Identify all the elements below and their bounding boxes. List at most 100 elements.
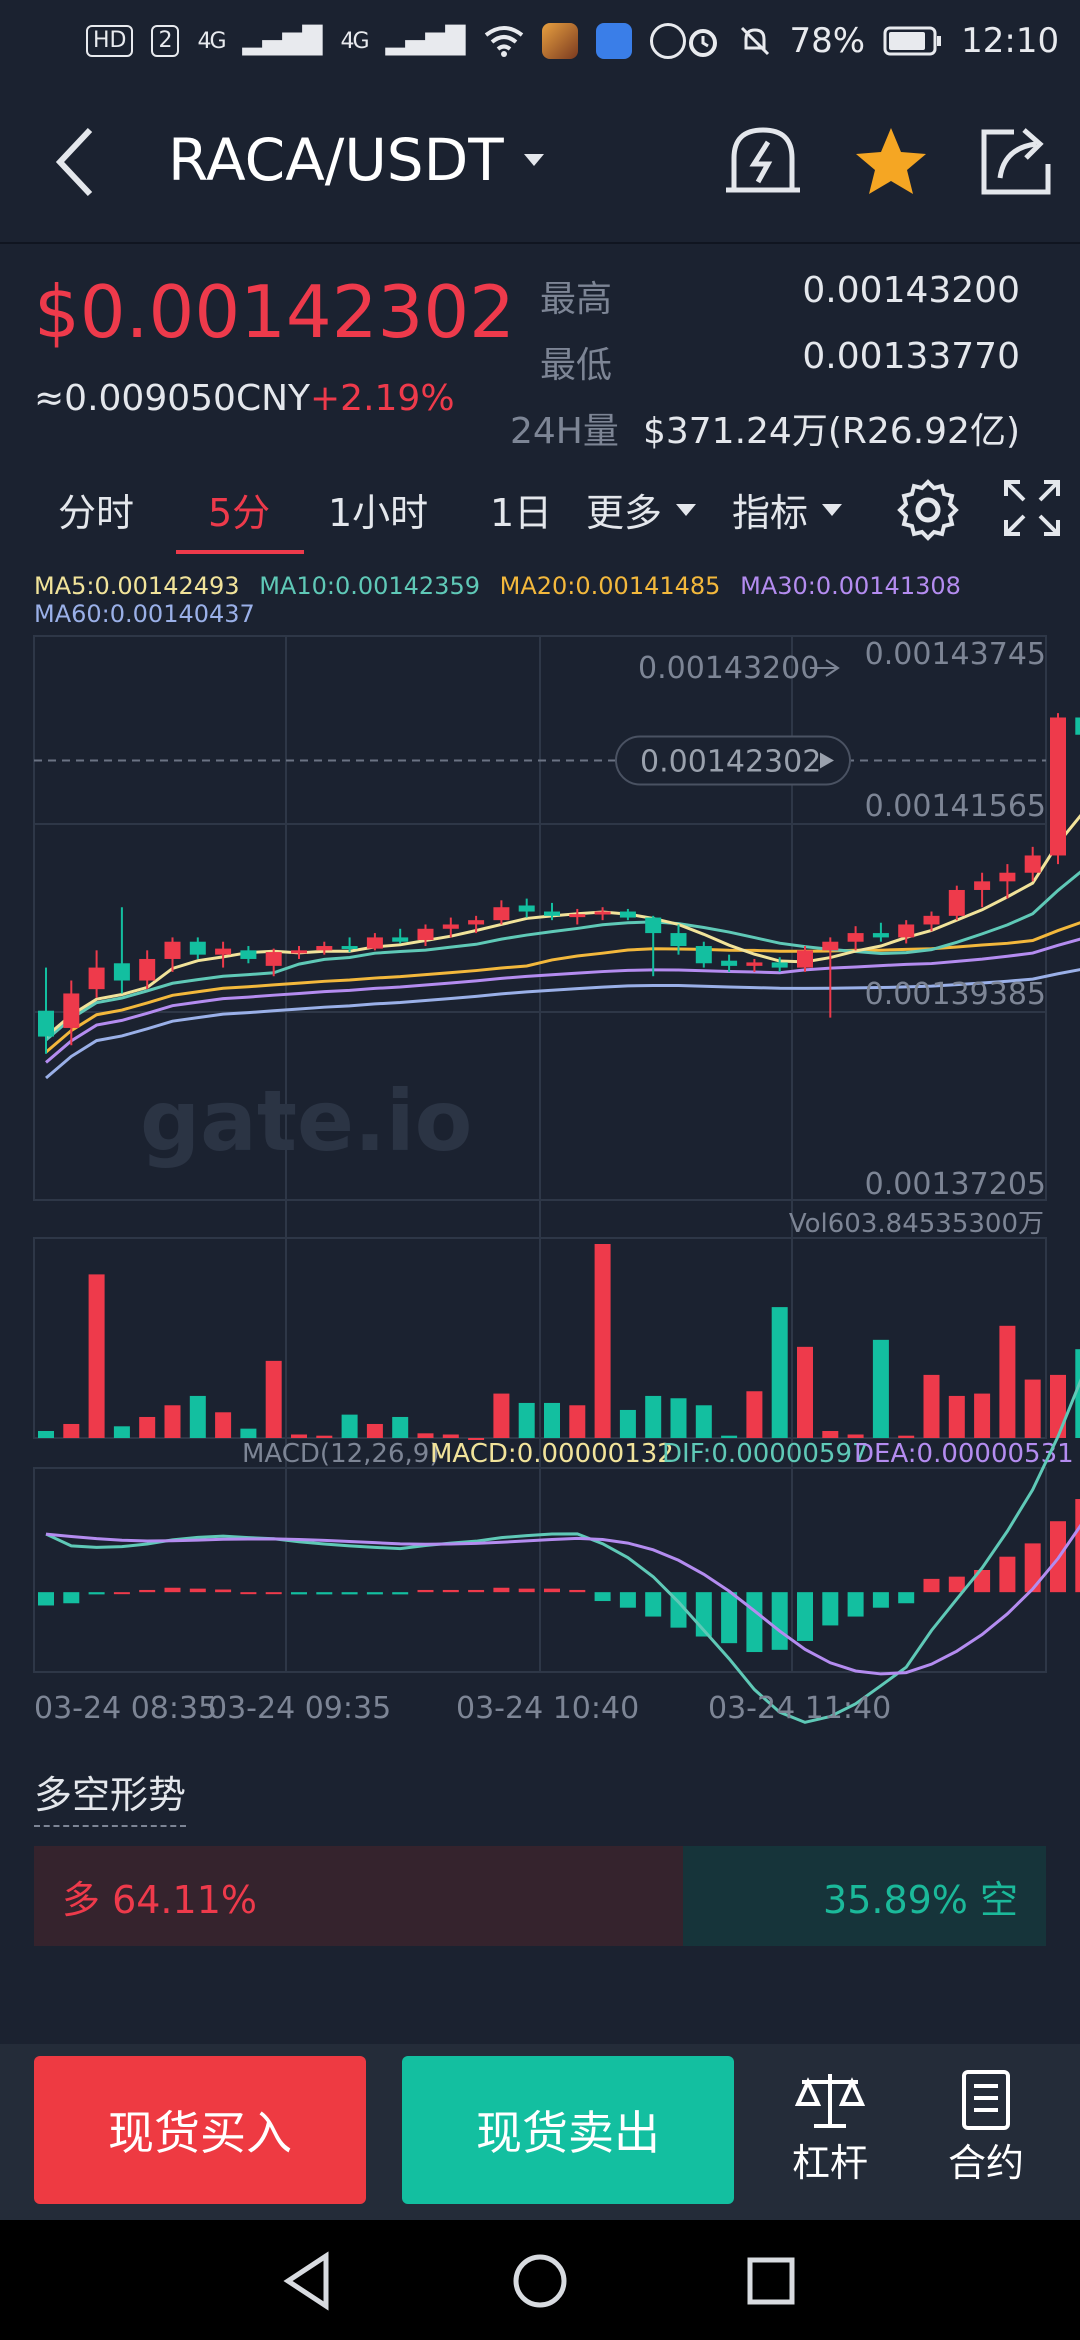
volume-bar xyxy=(215,1412,232,1438)
macd-bar xyxy=(417,1589,434,1593)
macd-bar xyxy=(38,1592,54,1606)
star-icon[interactable] xyxy=(848,118,934,204)
candle-body xyxy=(746,962,763,966)
candle-body xyxy=(518,905,535,912)
volume-bar xyxy=(544,1402,560,1438)
volume-bar xyxy=(139,1416,156,1438)
candle-body xyxy=(948,889,965,916)
volume-bar xyxy=(366,1423,383,1438)
macd-bar xyxy=(721,1592,738,1644)
pair-selector[interactable]: RACA/USDT xyxy=(168,126,544,194)
chart-grid xyxy=(33,635,1047,1673)
macd-bar xyxy=(898,1592,915,1604)
tab-1day[interactable]: 1日 xyxy=(490,491,553,535)
share-icon[interactable] xyxy=(974,118,1060,204)
tab-more[interactable]: 更多 xyxy=(586,482,697,537)
candle-body xyxy=(594,911,611,915)
candle-body xyxy=(974,881,991,890)
candle-body xyxy=(189,941,206,955)
alarm-icon xyxy=(688,29,717,57)
document-icon xyxy=(962,2070,1010,2130)
candle-body xyxy=(695,946,712,964)
tab-5min[interactable]: 5分 xyxy=(208,491,271,535)
high-value: 0.00143200 xyxy=(802,270,1020,311)
volume-bar xyxy=(645,1395,662,1438)
high-marker-arrowhead xyxy=(825,659,840,677)
candle-body xyxy=(88,967,105,990)
status-bar: HD 2 4G ▂▄▆█ 4G ▂▄▆█ 78% 12:10 xyxy=(0,0,1080,82)
tab-1hour[interactable]: 1小时 xyxy=(328,491,429,535)
macd-bar xyxy=(1024,1543,1041,1593)
long-short-bar: 多 64.11% 35.89% 空 xyxy=(34,1846,1046,1946)
spot-sell-button[interactable]: 现货卖出 xyxy=(402,2056,734,2204)
current-price-tag-arrow xyxy=(820,752,834,769)
nav-recents-icon[interactable] xyxy=(736,2246,806,2316)
candle-body xyxy=(468,920,485,925)
tab-time-share[interactable]: 分时 xyxy=(58,491,135,535)
volume-bar xyxy=(392,1416,409,1438)
volume-bar xyxy=(291,1434,307,1438)
mute-icon xyxy=(740,26,769,56)
kline-chart[interactable]: gate.io 0.001437450.001415650.001393850.… xyxy=(0,620,1080,1730)
contract-label: 合约 xyxy=(947,2141,1024,2185)
volume-bar xyxy=(872,1339,889,1438)
time-axis-label: 03-24 08:35 xyxy=(34,1691,217,1726)
macd-bar xyxy=(645,1592,662,1617)
macd-bar xyxy=(291,1592,307,1595)
macd-bar xyxy=(594,1592,611,1602)
ma10-legend: MA10:0.00142359 xyxy=(259,572,480,600)
volume-bar xyxy=(417,1433,434,1438)
candle-body xyxy=(265,952,282,966)
candle-body xyxy=(1050,717,1066,856)
volume-bar xyxy=(240,1428,257,1438)
game-app-icon xyxy=(541,23,578,59)
macd-bar xyxy=(366,1592,383,1595)
volume-bar xyxy=(1024,1379,1041,1438)
hd-badge: HD xyxy=(86,25,134,57)
spot-buy-button[interactable]: 现货买入 xyxy=(34,2056,366,2204)
candle-body xyxy=(670,933,687,947)
volume-bar xyxy=(316,1435,333,1438)
volume-label: Vol603.84535300万 xyxy=(789,1209,1044,1239)
macd-legend-1: MACD:0.00000132 xyxy=(430,1439,674,1469)
macd-bar xyxy=(518,1588,535,1593)
candle-body xyxy=(341,946,358,950)
time-axis-label: 03-24 10:40 xyxy=(456,1691,639,1726)
leverage-button[interactable]: 杠杆 xyxy=(770,2068,890,2198)
signal-bars-icon: ▂▄▆█ xyxy=(242,26,323,56)
tab-indicators[interactable]: 指标 xyxy=(732,482,843,537)
time-axis-label: 03-24 09:35 xyxy=(208,1691,391,1726)
back-icon[interactable] xyxy=(48,122,108,202)
current-price-tag-text: 0.00142302 xyxy=(640,744,821,779)
shield-app-icon xyxy=(649,23,686,59)
nav-home-icon[interactable] xyxy=(505,2246,575,2316)
candle-body xyxy=(316,946,333,951)
candle-body xyxy=(872,933,889,938)
contract-button[interactable]: 合约 xyxy=(926,2068,1046,2198)
price-cny: ≈0.009050CNY xyxy=(34,378,310,419)
alert-bell-icon[interactable] xyxy=(720,118,806,204)
macd-bar xyxy=(999,1556,1016,1593)
candle-body xyxy=(417,928,434,940)
candle-body xyxy=(1024,855,1041,873)
volume-bar xyxy=(746,1391,763,1438)
fullscreen-icon[interactable] xyxy=(1002,478,1062,538)
candle-body xyxy=(38,1010,54,1037)
macd-bar xyxy=(316,1592,333,1595)
signal-bars-icon-2: ▂▄▆█ xyxy=(385,26,466,56)
candle-body xyxy=(366,937,383,949)
nav-back-icon[interactable] xyxy=(274,2246,344,2316)
battery-icon xyxy=(883,26,942,56)
candle-body xyxy=(999,872,1016,882)
macd-bar xyxy=(215,1589,232,1593)
header-divider xyxy=(0,242,1080,244)
settings-gear-icon[interactable] xyxy=(896,478,960,542)
price-axis-label: 0.00143745 xyxy=(865,637,1046,672)
macd-bar xyxy=(240,1592,257,1595)
long-short-title[interactable]: 多空形势 xyxy=(34,1764,187,1827)
volume-bar xyxy=(1050,1374,1066,1438)
pair-dropdown-icon xyxy=(523,154,544,166)
macd-bar xyxy=(88,1592,105,1595)
volume-bar xyxy=(670,1398,687,1438)
tab-more-label: 更多 xyxy=(586,491,663,535)
